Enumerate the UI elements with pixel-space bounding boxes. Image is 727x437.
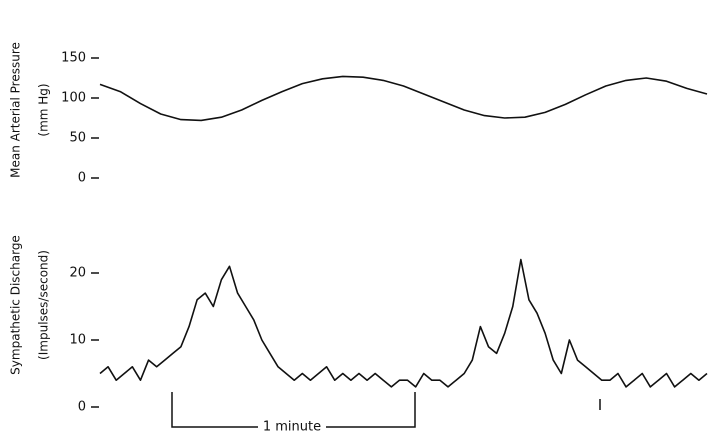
- y-axis-unit: (mm Hg): [37, 83, 51, 136]
- trace: [99, 258, 708, 388]
- y-tick-label: 150: [61, 51, 86, 66]
- y-axis-title: Mean Arterial Pressure: [9, 42, 23, 178]
- scale-bar-gap: [258, 419, 326, 435]
- scale-bar-label: 1 minute: [263, 420, 321, 434]
- y-tick-label: 20: [69, 266, 86, 281]
- trace: [99, 75, 708, 122]
- y-tick-label: 0: [78, 400, 86, 415]
- y-tick-label: 10: [69, 333, 86, 348]
- y-axis-unit: (Impulses/second): [37, 250, 51, 360]
- y-axis-title: Sympathetic Discharge: [9, 235, 23, 375]
- y-tick-label: 0: [78, 171, 86, 186]
- y-tick-label: 50: [69, 131, 86, 146]
- y-tick-label: 100: [61, 91, 86, 106]
